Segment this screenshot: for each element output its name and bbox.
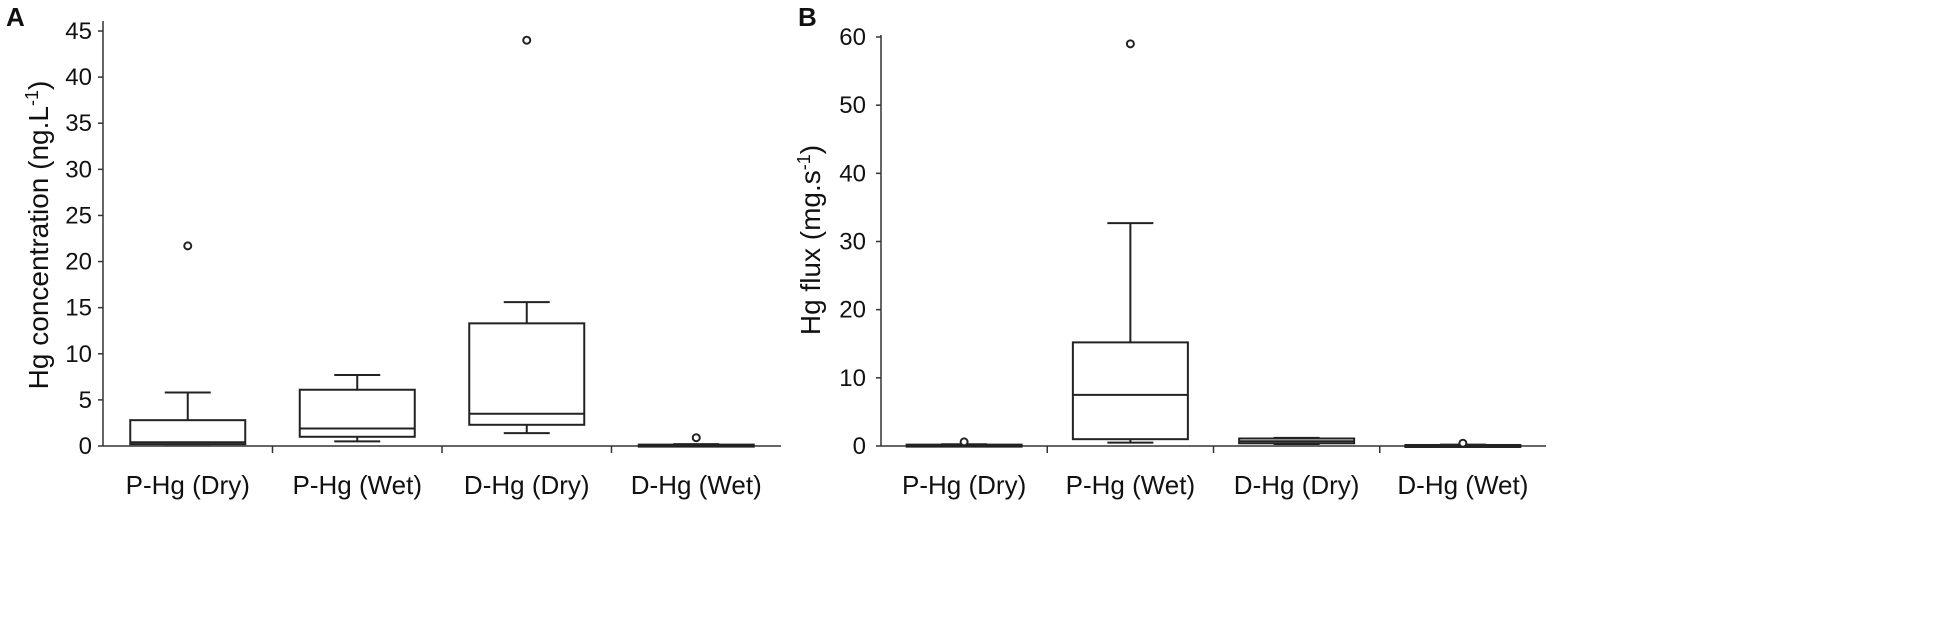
panel-a-y-tick-label-6: 30: [65, 156, 92, 183]
panel-b-y-tick-label-0: 0: [853, 433, 866, 460]
outlier-point-0: [522, 35, 532, 45]
panel-b-category-labels: P-Hg (Dry) P-Hg (Wet) D-Hg (Dry) D-Hg (Wet): [902, 470, 1528, 500]
outlier-point-0: [1458, 438, 1468, 448]
panel-b-y-axis-title: Hg flux (mg.s-1): [794, 145, 826, 335]
panel-b-y-tick-label-4: 40: [839, 160, 866, 187]
panel-a-y-tick-label-4: 20: [65, 249, 92, 276]
panel-a-box-3: [637, 433, 755, 448]
panel-a-y-tick-label-9: 45: [65, 18, 92, 45]
interquartile-box: [1071, 341, 1189, 441]
outlier-point-0: [183, 241, 193, 251]
outlier-point-0: [691, 433, 701, 443]
panel-b-y-title-end: ): [795, 145, 826, 154]
panel-b-letter: B: [798, 2, 817, 32]
panel-b-y-tick-label-1: 10: [839, 365, 866, 392]
panel-a-category-label-2: D-Hg (Dry): [464, 470, 590, 500]
outlier-point-0: [1125, 39, 1135, 49]
panel-b-box-2: [1238, 436, 1356, 445]
panel-a-category-label-1: P-Hg (Wet): [292, 470, 422, 500]
panel-a-y-title-main: Hg concentration (ng.L: [23, 106, 54, 389]
panel-a-box-1: [298, 373, 416, 443]
panel-b-box-1: [1071, 39, 1189, 444]
panel-a-category-labels: P-Hg (Dry) P-Hg (Wet) D-Hg (Dry) D-Hg (Wet): [126, 470, 762, 500]
outlier-point-0: [959, 437, 969, 447]
panel-a: A Hg concentration (ng.L-1) 0 5 10 15 20 25 30…: [6, 2, 781, 500]
panel-a-boxplots: [129, 35, 755, 448]
interquartile-box: [298, 388, 416, 438]
panel-a-y-tick-label-1: 5: [79, 387, 92, 414]
panel-a-y-tick-label-2: 10: [65, 341, 92, 368]
panel-b-y-ticks: 0 10 20 30 40 50 60: [839, 24, 1381, 460]
panel-b-box-0: [905, 437, 1023, 448]
panel-a-y-tick-label-8: 40: [65, 64, 92, 91]
panel-a-y-axis-title: Hg concentration (ng.L-1): [22, 81, 54, 390]
panel-a-category-label-0: P-Hg (Dry): [126, 470, 250, 500]
panel-a-y-tick-label-7: 35: [65, 110, 92, 137]
panel-b-y-tick-label-3: 30: [839, 229, 866, 256]
panel-b-y-tick-label-5: 50: [839, 92, 866, 119]
panel-a-box-0: [129, 241, 247, 446]
panel-b-y-tick-label-2: 20: [839, 297, 866, 324]
panel-b-y-tick-label-6: 60: [839, 24, 866, 51]
panel-a-y-tick-label-5: 25: [65, 202, 92, 229]
panel-b-category-label-3: D-Hg (Wet): [1397, 470, 1528, 500]
panel-b-category-label-0: P-Hg (Dry): [902, 470, 1026, 500]
panel-a-y-title-end: ): [23, 81, 54, 90]
interquartile-box: [468, 322, 586, 426]
panel-a-letter: A: [6, 2, 25, 32]
panel-b: B Hg flux (mg.s-1) 0 10 20 30 40 50 60 P-Hg (D…: [794, 2, 1546, 500]
panel-b-category-label-2: D-Hg (Dry): [1234, 470, 1360, 500]
panel-a-y-ticks: 0 5 10 15 20 25 30 35 40 45: [65, 18, 613, 460]
panel-b-y-title-sup: -1: [794, 154, 814, 170]
panel-b-box-3: [1404, 438, 1522, 448]
panel-a-y-tick-label-3: 15: [65, 295, 92, 322]
panel-a-category-label-3: D-Hg (Wet): [631, 470, 762, 500]
panel-b-category-label-1: P-Hg (Wet): [1066, 470, 1196, 500]
interquartile-box: [129, 419, 247, 446]
panel-a-y-tick-label-0: 0: [79, 433, 92, 460]
panel-a-y-title-sup: -1: [22, 90, 42, 106]
panel-a-box-2: [468, 35, 586, 435]
panel-b-boxplots: [905, 39, 1522, 448]
panel-b-y-title-main: Hg flux (mg.s: [795, 170, 826, 335]
